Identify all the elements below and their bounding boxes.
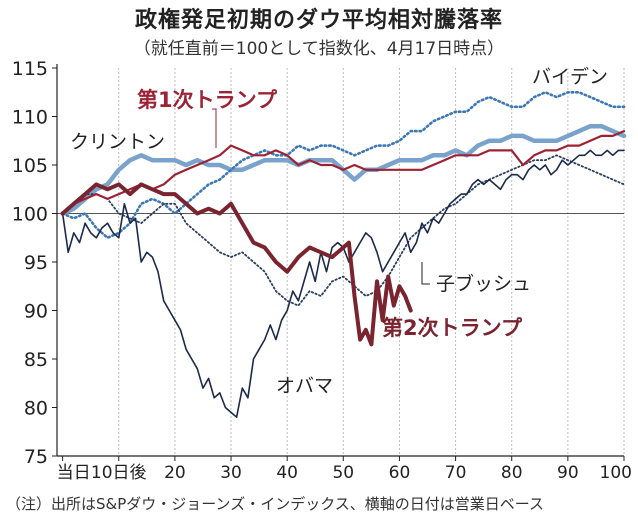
chart-title: 政権発足初期のダウ平均相対騰落率 [134, 8, 503, 33]
x-tick-label: 30 [220, 463, 242, 483]
x-tick-label: 90 [557, 463, 579, 483]
x-tick-label: 40 [276, 463, 298, 483]
x-tick-label: 10日後 [91, 463, 147, 483]
series-label: 第2次トランプ [382, 316, 523, 340]
series-lines [60, 91, 627, 418]
x-tick-label: 70 [445, 463, 467, 483]
x-tick-label: 50 [332, 463, 354, 483]
series-line-biden [61, 91, 626, 240]
series-label: バイデン [532, 66, 608, 88]
x-tick-label: 当日 [57, 463, 91, 483]
y-tick-label: 110 [12, 107, 48, 129]
chart-footnote: （注）出所はS&Pダウ・ジョーンズ・インデックス、横軸の日付は営業日ベース [6, 495, 545, 513]
y-tick-label: 105 [12, 155, 48, 177]
series-label: 子ブッシュ [436, 272, 531, 295]
y-tick-label: 115 [12, 58, 48, 80]
series-line-bush [61, 154, 625, 307]
chart-subtitle: （就任直前＝100として指数化、4月17日時点） [133, 39, 505, 59]
label-leader-line [212, 108, 217, 148]
y-tick-label: 75 [24, 446, 48, 468]
x-tick-label: 100 [600, 463, 632, 483]
series-line-trump1 [61, 130, 626, 215]
series-label: クリントン [70, 131, 165, 153]
y-tick-label: 95 [24, 252, 48, 274]
series-label: オバマ [276, 375, 333, 397]
y-tick-label: 80 [24, 398, 48, 420]
y-tick-label: 85 [24, 349, 48, 371]
x-tick-label: 20 [164, 463, 186, 483]
y-tick-labels: 75 80 85 90 95 100 105 110 115 [12, 58, 57, 468]
series-line-trump2 [60, 182, 413, 347]
x-tick-label: 60 [389, 463, 411, 483]
x-tick-label: 80 [501, 463, 523, 483]
y-tick-label: 90 [24, 301, 48, 323]
grid-lines [118, 68, 625, 456]
x-tick-labels: 当日 10日後 20 30 40 50 60 70 80 90 100 [57, 456, 632, 483]
label-leader-line [421, 262, 430, 285]
y-tick-label: 100 [12, 204, 48, 226]
series-label: 第1次トランプ [137, 88, 278, 112]
